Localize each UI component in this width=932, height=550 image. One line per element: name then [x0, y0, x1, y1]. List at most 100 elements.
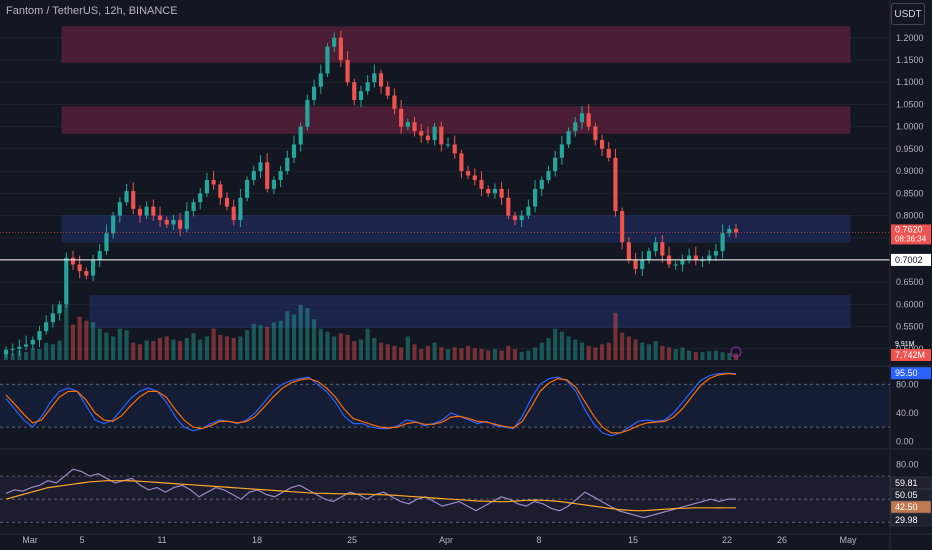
- volume-bar: [660, 345, 665, 360]
- candle-body: [707, 255, 712, 260]
- candle-body: [278, 171, 283, 180]
- rsi-ma-line: [5, 480, 736, 512]
- candle-body: [3, 349, 9, 355]
- candle-body: [459, 153, 464, 172]
- candle-body: [693, 255, 698, 260]
- volume-bar: [271, 322, 276, 360]
- volume-bar: [238, 336, 243, 360]
- candle-body: [700, 260, 705, 261]
- candle-body: [566, 131, 571, 145]
- supply-zone: [61, 106, 851, 134]
- volume-bar: [191, 333, 196, 360]
- volume-bar: [613, 312, 618, 360]
- candle-body: [164, 220, 169, 225]
- candle-body: [238, 197, 243, 220]
- candle-body: [44, 322, 49, 332]
- candle-body: [111, 215, 116, 234]
- candle-body: [653, 242, 658, 252]
- candle-body: [64, 257, 69, 305]
- volume-bar: [245, 330, 250, 360]
- volume-bar: [432, 342, 437, 360]
- volume-bar: [265, 327, 270, 360]
- time-axis-label: May: [839, 535, 857, 545]
- candle-body: [332, 37, 337, 47]
- volume-bar: [365, 328, 370, 360]
- candle-body: [231, 206, 236, 220]
- candle-body: [151, 206, 156, 216]
- candle-body: [573, 122, 578, 132]
- candle-body: [184, 211, 189, 229]
- price-tick-label: 1.1000: [896, 77, 924, 87]
- candle-body: [479, 180, 484, 189]
- candle-body: [613, 157, 618, 212]
- price-tick-label: 0.6500: [896, 277, 924, 287]
- time-axis-label: Apr: [439, 535, 453, 545]
- candle-body: [385, 86, 390, 96]
- volume-bar: [486, 350, 491, 360]
- candle-body: [452, 144, 457, 154]
- volume-bar: [519, 352, 524, 360]
- candle-body: [325, 46, 330, 74]
- bolt-icon: [730, 346, 742, 358]
- candle-body: [733, 228, 739, 233]
- volume-bar: [50, 344, 55, 360]
- candle-body: [224, 197, 230, 207]
- candle-body: [311, 86, 317, 100]
- volume-bar: [425, 345, 431, 360]
- price-tick-label: 1.2000: [896, 33, 924, 43]
- volume-bar: [90, 322, 96, 360]
- volume-bar: [633, 339, 638, 360]
- volume-bar: [124, 330, 129, 360]
- volume-bar: [311, 319, 317, 360]
- demand-zone: [61, 215, 851, 243]
- price-tick-label: 1.0000: [896, 122, 924, 132]
- volume-bar: [198, 339, 203, 360]
- volume-bar: [285, 311, 290, 360]
- volume-bar: [646, 344, 652, 360]
- candle-body: [492, 188, 497, 194]
- time-axis-label: 11: [157, 535, 166, 545]
- candle-body: [713, 251, 718, 256]
- candle-body: [553, 157, 558, 172]
- candle-body: [218, 184, 223, 198]
- volume-bar: [10, 353, 15, 360]
- volume-bar: [573, 339, 578, 360]
- hline-price-label: 0.7002: [895, 255, 923, 265]
- volume-bar: [251, 323, 256, 360]
- volume-bar: [258, 325, 263, 360]
- rsi-value-label: 42.50: [895, 502, 918, 512]
- candle-body: [178, 220, 183, 229]
- symbol-title: Fantom / TetherUS, 12h, BINANCE: [6, 5, 178, 17]
- volume-tag: [891, 349, 931, 361]
- candle-body: [720, 233, 725, 252]
- price-tick-label: 0.9500: [896, 144, 924, 154]
- volume-bar: [84, 320, 89, 360]
- candle-body: [506, 197, 511, 216]
- currency-button[interactable]: USDT: [891, 3, 925, 25]
- volume-bar: [680, 347, 685, 360]
- volume-bar: [97, 328, 102, 360]
- rsi-value-tag: [890, 513, 932, 527]
- candle-body: [171, 220, 176, 225]
- candle-body: [526, 206, 531, 216]
- volume-bar: [700, 352, 705, 360]
- candle-body: [37, 331, 42, 340]
- candle-body: [70, 257, 76, 265]
- time-axis-label: 15: [628, 535, 638, 545]
- volume-bar: [224, 336, 230, 360]
- candle-body: [57, 304, 62, 314]
- candle-body: [378, 73, 384, 87]
- volume-bar: [546, 338, 551, 360]
- volume-bar: [579, 342, 585, 360]
- volume-bar: [720, 352, 725, 360]
- candle-body: [472, 175, 477, 180]
- stoch-k-line: [5, 372, 737, 437]
- stoch-value-label: 95.50: [895, 368, 918, 378]
- rsi-value-label: 59.81: [895, 478, 918, 488]
- volume-bar: [526, 350, 531, 360]
- last-price-tag: [891, 224, 931, 245]
- volume-bar: [559, 331, 564, 360]
- volume-bar: [640, 342, 645, 360]
- volume-bar: [131, 342, 136, 360]
